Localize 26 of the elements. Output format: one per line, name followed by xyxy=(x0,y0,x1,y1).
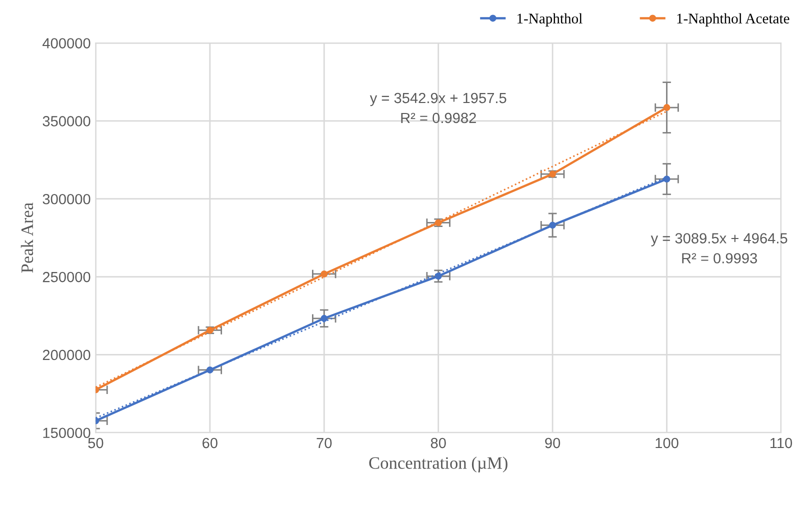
point xyxy=(320,270,328,278)
y-tick-label: 250000 xyxy=(42,272,90,282)
point xyxy=(663,176,670,183)
x-tick-label: 60 xyxy=(202,438,218,448)
x-tick-label: 50 xyxy=(88,438,104,448)
y-tick-label: 200000 xyxy=(42,350,90,360)
legend-label: 1-Naphthol Acetate xyxy=(677,13,790,26)
point xyxy=(320,314,328,322)
x-tick-label: 100 xyxy=(656,438,678,448)
y-tick-label: 150000 xyxy=(43,428,90,438)
x-tick-label: 90 xyxy=(545,438,560,448)
annotation: y = 3089.5x + 4964.5 R² = 0.9993 xyxy=(650,233,788,264)
y-tick-label: 300000 xyxy=(42,194,90,204)
point xyxy=(206,366,214,374)
x-axis-title: Concentration (µM) xyxy=(369,456,508,472)
x-tick-label: 70 xyxy=(316,438,332,448)
point xyxy=(549,222,556,229)
legend-label: 1-Naphthol xyxy=(517,13,582,26)
point xyxy=(663,104,670,112)
x-tick-label: 110 xyxy=(770,438,792,448)
y-tick-label: 400000 xyxy=(42,38,90,48)
point xyxy=(434,272,442,280)
annotation: y = 3542.9x + 1957.5 R² = 0.9982 xyxy=(370,92,506,124)
x-tick-label: 80 xyxy=(430,438,446,448)
y-axis-title: Peak Area xyxy=(20,202,34,273)
y-tick-label: 350000 xyxy=(42,116,90,126)
